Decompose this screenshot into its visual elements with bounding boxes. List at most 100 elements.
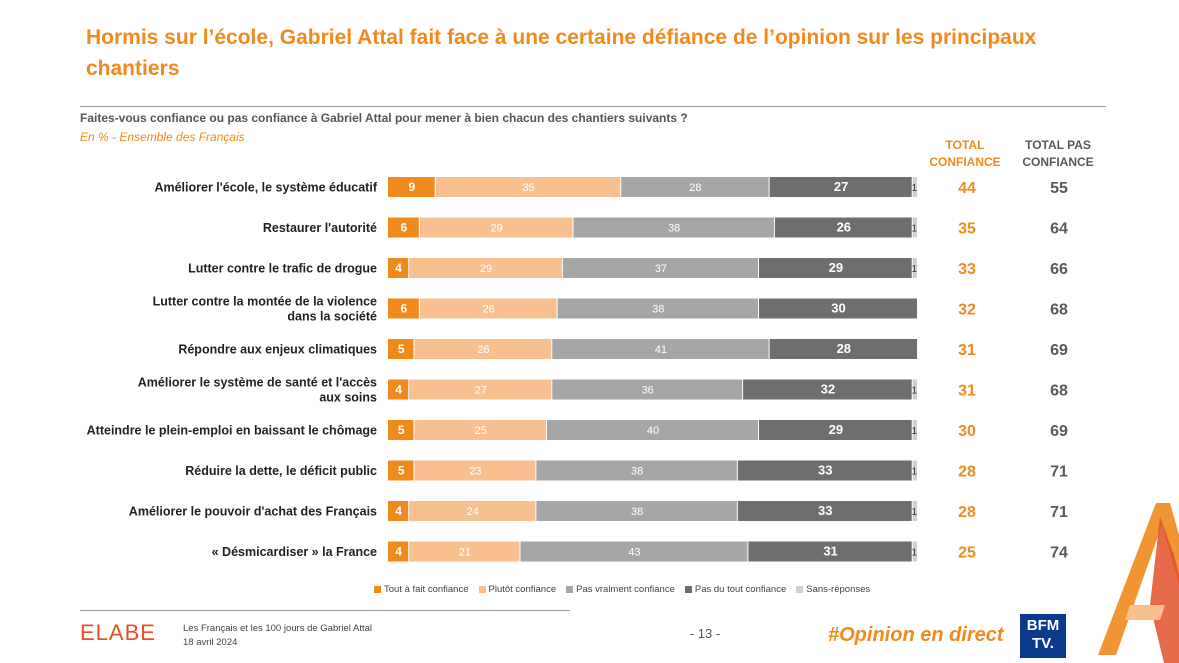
bar-segment [743, 379, 912, 400]
bar-value-label: 43 [628, 547, 640, 559]
bar-value-label: 4 [395, 261, 402, 275]
bar-value-label: 4 [395, 504, 402, 518]
bar-value-label: 27 [834, 179, 848, 194]
total-confiance-value: 32 [958, 302, 976, 319]
bar-segment [409, 379, 552, 400]
bar-value-label: 4 [395, 545, 402, 559]
total-confiance-value: 44 [958, 180, 976, 197]
bar-row: Réduire la dette, le déficit public 5 23 38… [185, 460, 1068, 481]
bar-segment [388, 258, 409, 278]
bar-row: Restaurer l'autorité 6 29 38 26 1 35 64 [263, 217, 1068, 238]
bar-value-label: 33 [818, 463, 832, 478]
total-confiance-value: 31 [958, 342, 976, 359]
bar-segment [409, 541, 520, 562]
bar-value-label: 33 [818, 503, 832, 518]
total-pas-confiance-value: 68 [1050, 383, 1068, 400]
row-label: Lutter contre le trafic de drogue [188, 262, 377, 276]
legend-item: Sans-réponses [796, 584, 870, 595]
bar-segment [759, 298, 917, 319]
bar-segment [912, 420, 917, 440]
bar-value-label: 5 [398, 423, 405, 437]
bar-segment [520, 541, 748, 562]
bar-value-label: 41 [655, 344, 667, 356]
elabe-a-decoration [1098, 503, 1179, 663]
bar-value-label: 28 [837, 341, 851, 356]
bar-segment [759, 420, 912, 440]
bar-segment [419, 217, 573, 238]
total-pas-confiance-value: 55 [1050, 180, 1068, 197]
bar-value-label: 32 [821, 382, 835, 397]
bar-value-label: 26 [483, 304, 495, 316]
bar-value-label: 1 [911, 264, 917, 275]
bar-value-label: 31 [823, 544, 837, 559]
total-pas-confiance-value: 64 [1050, 221, 1068, 238]
total-pas-confiance-value: 71 [1050, 504, 1068, 521]
bar-segment [912, 501, 917, 521]
legend-item: Tout à fait confiance [374, 584, 469, 595]
bar-segment [769, 339, 917, 359]
total-confiance-value: 31 [958, 383, 976, 400]
column-header-total-pas-confiance: TOTAL PAS CONFIANCE [1022, 138, 1094, 169]
row-label: Répondre aux enjeux climatiques [178, 343, 377, 357]
total-pas-confiance-value: 66 [1050, 261, 1068, 278]
total-pas-confiance-value: 68 [1050, 302, 1068, 319]
legend-label: Tout à fait confiance [384, 584, 469, 595]
elabe-logo: ELABE [80, 620, 156, 645]
bar-value-label: 1 [911, 386, 917, 397]
bar-segment [536, 460, 737, 481]
hashtag: #Opinion en direct [828, 624, 1004, 646]
bar-segment [748, 541, 912, 562]
page-title: Hormis sur l’école, Gabriel Attal fait f… [86, 26, 1037, 80]
total-confiance-value: 28 [958, 504, 976, 521]
bar-value-label: 1 [911, 183, 917, 194]
bar-segment [414, 339, 552, 359]
row-label: Atteindre le plein-emploi en baissant le… [87, 424, 377, 438]
bar-row: Améliorer l'école, le système éducatif 9 3… [154, 177, 1068, 197]
bar-segment [912, 258, 917, 278]
bar-segment [912, 217, 917, 238]
bar-segment [912, 541, 917, 562]
bar-value-label: 1 [911, 548, 917, 559]
bar-value-label: 29 [480, 263, 492, 275]
legend-swatch [478, 586, 486, 593]
study-date: 18 avril 2024 [183, 637, 238, 648]
bar-segment [621, 177, 769, 197]
bar-segment [759, 258, 912, 278]
row-label: « Désmicardiser » la France [212, 545, 377, 559]
bar-value-label: 6 [401, 221, 408, 235]
row-label: Restaurer l'autorité [263, 221, 377, 235]
total-confiance-value: 33 [958, 261, 976, 278]
legend-swatch [566, 586, 574, 593]
bar-row: « Désmicardiser » la France 4 21 43 31 1 25 74 [212, 541, 1068, 562]
column-header-total-confiance: TOTAL CONFIANCE [929, 138, 1001, 169]
row-label: Améliorer le système de santé et l'accès… [138, 376, 377, 405]
bar-row: Atteindre le plein-emploi en baissant le… [87, 420, 1068, 440]
row-label: Lutter contre la montée de la violence da… [153, 295, 377, 324]
bar-segment [573, 217, 774, 238]
bar-segment [388, 217, 419, 238]
bar-segment [737, 501, 912, 521]
legend-label: Sans-réponses [806, 584, 871, 595]
bar-value-label: 6 [401, 302, 408, 316]
total-confiance-value: 30 [958, 423, 976, 440]
bar-value-label: 29 [829, 422, 843, 437]
row-label: Améliorer le pouvoir d'achat des Françai… [129, 505, 377, 519]
bar-value-label: 1 [911, 224, 917, 235]
bar-value-label: 1 [911, 426, 917, 437]
bar-segment [409, 501, 536, 521]
study-title: Les Français et les 100 jours de Gabriel… [183, 623, 373, 634]
bar-segment [388, 339, 414, 359]
bar-value-label: 38 [652, 304, 664, 316]
bar-segment [552, 379, 743, 400]
row-label: Réduire la dette, le déficit public [185, 464, 377, 478]
bar-segment [388, 379, 409, 400]
legend-swatch [374, 586, 381, 593]
bar-value-label: 29 [829, 260, 843, 275]
bar-segment [388, 420, 414, 440]
bar-segment [414, 420, 546, 440]
bar-row: Lutter contre la montée de la violence da… [153, 295, 1068, 324]
legend-swatch [796, 586, 804, 593]
bar-value-label: 4 [395, 383, 402, 397]
bar-segment [737, 460, 912, 481]
